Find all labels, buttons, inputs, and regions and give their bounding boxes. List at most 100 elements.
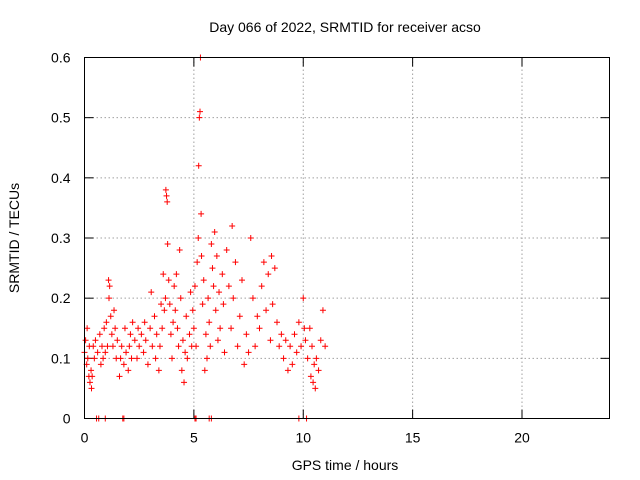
data-point bbox=[274, 319, 280, 326]
data-point bbox=[117, 355, 124, 362]
data-point bbox=[96, 331, 103, 338]
data-point bbox=[111, 307, 118, 314]
data-point bbox=[214, 337, 221, 344]
data-point bbox=[199, 301, 206, 308]
data-point bbox=[90, 343, 97, 350]
data-point bbox=[112, 325, 119, 332]
plot-frame bbox=[84, 57, 610, 419]
data-point bbox=[158, 301, 165, 308]
data-point bbox=[265, 271, 272, 278]
data-point bbox=[216, 289, 223, 296]
data-point bbox=[107, 313, 114, 320]
data-point bbox=[166, 301, 173, 308]
data-point bbox=[267, 337, 274, 344]
data-point bbox=[287, 343, 294, 350]
data-point bbox=[225, 283, 232, 290]
data-point bbox=[278, 331, 285, 338]
data-point bbox=[211, 228, 218, 235]
x-axis: 0 5 10 15 20 bbox=[81, 57, 530, 446]
data-point bbox=[125, 367, 132, 374]
x-tick-label: 5 bbox=[190, 430, 198, 446]
data-point bbox=[276, 343, 283, 350]
data-point bbox=[186, 331, 193, 338]
data-point bbox=[190, 325, 197, 332]
data-point bbox=[178, 367, 185, 374]
data-point bbox=[194, 259, 201, 266]
data-point bbox=[234, 343, 241, 350]
data-point bbox=[148, 289, 155, 296]
data-point bbox=[317, 337, 324, 344]
data-point bbox=[245, 349, 252, 356]
data-point bbox=[151, 313, 158, 320]
y-tick-label: 0.4 bbox=[51, 170, 71, 186]
data-point bbox=[247, 235, 254, 241]
data-point bbox=[184, 355, 191, 362]
data-point bbox=[114, 337, 121, 344]
data-point bbox=[181, 379, 188, 386]
data-point bbox=[213, 253, 220, 260]
data-point bbox=[309, 343, 315, 350]
data-point bbox=[100, 355, 107, 362]
data-point bbox=[176, 247, 183, 254]
data-point bbox=[153, 331, 160, 338]
data-point bbox=[134, 355, 140, 362]
data-series-srmtid bbox=[81, 54, 329, 422]
data-point bbox=[202, 331, 209, 338]
data-point bbox=[92, 337, 99, 344]
data-point bbox=[239, 277, 245, 284]
data-point bbox=[141, 319, 148, 326]
y-tick-label: 0.2 bbox=[51, 290, 71, 306]
data-point bbox=[223, 247, 230, 254]
data-point bbox=[258, 283, 265, 290]
data-point bbox=[172, 307, 179, 314]
y-tick-label: 0 bbox=[63, 411, 71, 427]
data-point bbox=[269, 301, 276, 308]
y-axis-label: SRMTID / TECUs bbox=[6, 183, 22, 293]
data-point bbox=[209, 265, 216, 272]
data-point bbox=[126, 343, 133, 350]
data-point bbox=[86, 379, 93, 386]
data-point bbox=[182, 349, 189, 356]
data-point bbox=[152, 355, 159, 362]
data-point bbox=[149, 343, 156, 350]
data-point bbox=[174, 325, 181, 332]
x-tick-label: 15 bbox=[405, 430, 421, 446]
data-point bbox=[271, 265, 278, 272]
y-tick-label: 0.6 bbox=[51, 50, 71, 66]
data-point bbox=[189, 307, 196, 314]
data-point bbox=[88, 367, 95, 374]
data-point bbox=[147, 325, 154, 332]
data-point bbox=[319, 307, 326, 314]
x-tick-label: 0 bbox=[81, 430, 89, 446]
data-point bbox=[128, 355, 135, 362]
data-point bbox=[164, 198, 171, 205]
data-point bbox=[127, 331, 134, 338]
data-point bbox=[138, 331, 145, 338]
data-point bbox=[131, 337, 138, 344]
data-point bbox=[204, 355, 210, 362]
data-point bbox=[191, 283, 198, 290]
data-point bbox=[123, 349, 130, 356]
data-point bbox=[171, 283, 178, 290]
grid-lines bbox=[84, 57, 610, 419]
data-point bbox=[312, 385, 319, 392]
data-point bbox=[156, 343, 163, 350]
data-point bbox=[195, 235, 202, 241]
data-point bbox=[284, 367, 291, 374]
data-point bbox=[241, 361, 248, 368]
data-point bbox=[198, 210, 205, 217]
data-point bbox=[183, 313, 190, 320]
data-point bbox=[306, 325, 313, 332]
y-tick-label: 0.3 bbox=[51, 230, 71, 246]
data-point bbox=[254, 313, 261, 320]
data-point bbox=[140, 349, 147, 356]
data-point bbox=[136, 343, 143, 350]
data-point bbox=[129, 319, 136, 326]
y-tick-label: 0.1 bbox=[51, 350, 71, 366]
data-point bbox=[175, 343, 182, 350]
data-point bbox=[91, 355, 98, 362]
data-point bbox=[187, 289, 194, 296]
data-point bbox=[198, 253, 205, 260]
x-tick-label: 10 bbox=[295, 430, 311, 446]
data-point bbox=[173, 271, 180, 278]
